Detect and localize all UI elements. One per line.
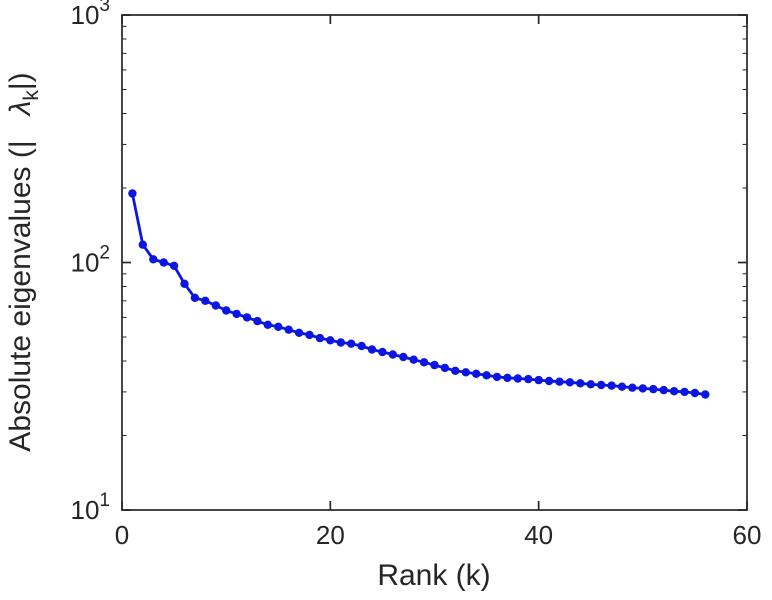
data-point-marker: [617, 382, 627, 391]
data-point-marker: [597, 380, 606, 390]
data-point-marker: [201, 296, 210, 305]
data-point-marker: [169, 261, 179, 270]
data-point-marker: [690, 388, 700, 398]
data-point-marker: [253, 316, 262, 326]
chart-layer: 0 20 40 60 101 102 103: [71, 0, 762, 550]
data-point-marker: [159, 258, 168, 267]
x-tick-label: 0: [115, 520, 129, 550]
x-axis-label: Rank (k): [377, 559, 490, 592]
data-point-marker: [440, 363, 450, 373]
axes-box: [121, 14, 748, 511]
data-point-marker: [482, 371, 491, 380]
data-point-marker: [472, 369, 481, 378]
data-point-marker: [149, 255, 158, 264]
y-tick-label: 102: [71, 243, 111, 278]
data-point-marker: [294, 328, 304, 337]
data-point-marker: [409, 355, 418, 364]
data-point-marker: [628, 383, 637, 392]
y-tick-label: 103: [71, 0, 111, 30]
data-point-marker: [649, 384, 658, 394]
data-point-marker: [544, 376, 554, 386]
data-point-marker: [419, 358, 429, 367]
data-point-marker: [128, 189, 137, 198]
data-point-marker: [326, 336, 335, 345]
data-point-marker: [367, 345, 377, 354]
plot-line: [131, 192, 707, 396]
data-point-marker: [513, 374, 522, 383]
data-point-marker: [701, 390, 710, 399]
data-point-marker: [190, 293, 200, 302]
data-point-marker: [638, 384, 647, 393]
data-point-marker: [357, 341, 366, 351]
data-point-marker: [315, 333, 325, 343]
data-point-marker: [503, 373, 512, 382]
data-point-marker: [555, 377, 564, 386]
data-point-marker: [388, 350, 397, 359]
data-point-marker: [242, 313, 252, 322]
data-point-marker: [232, 309, 241, 319]
x-tick-label: 20: [316, 520, 345, 550]
data-point-marker: [576, 379, 585, 388]
data-point-marker: [180, 279, 189, 288]
x-tick-label: 60: [733, 520, 762, 550]
data-point-marker: [274, 322, 283, 331]
data-point-marker: [524, 374, 533, 384]
data-point-marker: [399, 352, 408, 362]
data-point-marker: [680, 387, 689, 397]
data-point-marker: [347, 339, 356, 348]
data-point-marker: [461, 368, 470, 377]
data-point-marker: [586, 380, 595, 389]
data-point-marker: [284, 325, 293, 334]
y-tick-label: 101: [71, 490, 111, 525]
data-point-marker: [430, 360, 439, 370]
data-point-marker: [492, 372, 502, 382]
data-point-marker: [565, 378, 575, 387]
data-point-marker: [534, 375, 543, 385]
data-point-marker: [669, 387, 679, 396]
data-point-marker: [451, 366, 460, 375]
data-point-marker: [659, 385, 668, 395]
y-axis-label: Absolute eigenvalues (| λk|): [4, 72, 43, 451]
data-point-marker: [378, 347, 387, 357]
data-point-marker: [336, 338, 345, 347]
data-point-marker: [211, 301, 220, 310]
data-point-marker: [305, 330, 314, 340]
data-point-marker: [263, 320, 272, 329]
data-point-marker: [222, 306, 231, 315]
data-point-marker: [138, 240, 147, 249]
x-tick-label: 40: [524, 520, 553, 550]
data-point-marker: [607, 381, 616, 390]
